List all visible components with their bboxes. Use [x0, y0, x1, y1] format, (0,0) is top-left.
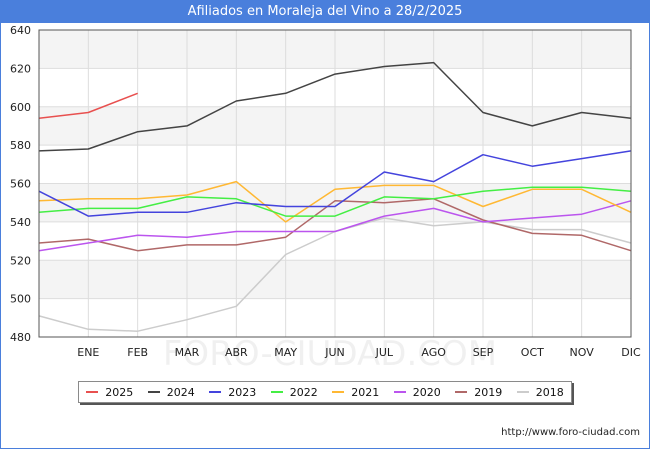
y-tick-label: 580: [10, 139, 31, 152]
x-tick-label: MAR: [175, 346, 200, 359]
y-tick-label: 480: [10, 331, 31, 344]
x-tick-label: JUN: [324, 346, 345, 359]
legend-item-2022: 2022: [270, 385, 318, 399]
y-tick-label: 520: [10, 254, 31, 267]
legend-label-2023: 2023: [228, 385, 257, 399]
legend-swatch-2021: [332, 391, 345, 393]
series-line-2021: [38, 180, 632, 223]
legend-label-2021: 2021: [351, 385, 380, 399]
legend-swatch-2024: [147, 391, 160, 393]
legend-swatch-2020: [393, 391, 406, 393]
legend-label-2020: 2020: [412, 385, 441, 399]
legend-item-2019: 2019: [455, 386, 502, 399]
y-tick-label: 620: [10, 62, 31, 75]
legend-swatch-2025: [86, 391, 99, 393]
x-tick-label: MAY: [274, 346, 297, 359]
x-tick-label: NOV: [570, 346, 595, 359]
series-line-2022: [38, 186, 632, 217]
legend-swatch-2023: [209, 391, 222, 393]
y-tick-label: 540: [10, 216, 31, 229]
legend-label-2022: 2022: [289, 385, 318, 399]
x-tick-label: JUL: [375, 346, 394, 359]
legend-swatch-2019: [455, 391, 468, 393]
series-line-2024: [38, 61, 632, 152]
legend-label-2018: 2018: [535, 385, 564, 399]
series-line-2020: [38, 200, 632, 252]
legend-label-2025: 2025: [105, 385, 134, 399]
x-axis-ticks: ENE FEB MAR ABR MAY JUN JUL AGO SEP OCT NOV DIC: [77, 346, 641, 359]
legend-swatch-2018: [516, 391, 529, 393]
y-tick-label: 640: [10, 24, 31, 37]
x-tick-label: ENE: [77, 346, 99, 359]
chart-title: Afiliados en Moraleja del Vino a 28/2/20…: [0, 0, 650, 23]
y-axis-ticks: 480 500 520 540 560 580 600 620 640: [10, 24, 31, 344]
series-line-2023: [38, 150, 632, 217]
legend-item-2018: 2018: [516, 385, 564, 399]
legend-label-2019: 2019: [474, 385, 503, 399]
legend-item-2020: 2020: [393, 385, 441, 399]
plot-series: [38, 61, 632, 332]
x-tick-label: SEP: [473, 346, 494, 359]
series-line-2025: [38, 92, 138, 120]
legend-item-2023: 2023: [209, 386, 256, 399]
legend-swatch-2022: [270, 391, 283, 393]
legend-item-2024: 2024: [147, 385, 195, 399]
legend-item-2021: 2021: [332, 386, 379, 399]
legend-item-2025: 2025: [86, 386, 133, 399]
x-tick-label: FEB: [127, 346, 148, 359]
watermark: FORO-CIUDAD.COM: [163, 334, 497, 374]
x-tick-label: OCT: [521, 346, 544, 359]
y-tick-label: 560: [10, 178, 31, 191]
footer-url[interactable]: http://www.foro-ciudad.com: [501, 427, 640, 438]
x-tick-label: AGO: [421, 346, 446, 359]
x-tick-label: DIC: [621, 346, 641, 359]
plot-border: [38, 29, 632, 338]
y-tick-label: 600: [10, 101, 31, 114]
x-tick-label: ABR: [225, 346, 248, 359]
chart-legend: 2025 2024 2023 2022 2021 2020 2019 2018: [78, 381, 572, 403]
series-line-2019: [38, 198, 632, 252]
y-tick-label: 500: [10, 293, 31, 306]
legend-label-2024: 2024: [166, 385, 195, 399]
